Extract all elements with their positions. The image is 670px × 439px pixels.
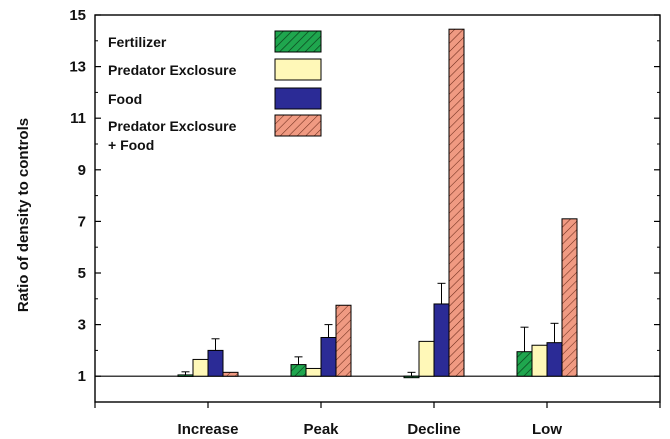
legend-label: Predator Exclosure xyxy=(108,62,237,78)
legend-swatch xyxy=(274,114,322,137)
bars xyxy=(177,28,578,379)
bar xyxy=(290,364,307,377)
y-tick-label: 15 xyxy=(69,7,86,24)
y-tick-label: 3 xyxy=(78,317,86,334)
bar xyxy=(516,351,533,377)
bar xyxy=(546,342,563,377)
legend-label: + Food xyxy=(108,137,154,153)
bar xyxy=(335,304,352,377)
legend-label: Fertilizer xyxy=(108,34,167,50)
legend-label: Food xyxy=(108,91,142,107)
y-tick-label: 13 xyxy=(69,59,86,76)
bar xyxy=(448,28,465,377)
bar xyxy=(561,218,578,377)
plot-frame xyxy=(94,14,661,403)
y-tick-label: 5 xyxy=(78,265,86,282)
y-axis-title: Ratio of density to controls xyxy=(15,118,32,312)
y-tick-label: 11 xyxy=(70,110,86,127)
legend-swatch xyxy=(274,58,322,81)
y-tick-label: 9 xyxy=(78,162,86,179)
bar xyxy=(433,303,450,377)
x-category-label: Peak xyxy=(303,421,339,438)
y-tick-label: 1 xyxy=(78,368,86,385)
x-axis: Increase Peak Decline Low xyxy=(94,402,661,438)
bar xyxy=(531,344,548,377)
bar xyxy=(320,337,337,377)
bar xyxy=(305,367,322,377)
legend-swatch xyxy=(274,30,322,53)
bar xyxy=(207,349,224,377)
bar xyxy=(192,358,209,377)
bar xyxy=(403,375,420,379)
x-category-label: Decline xyxy=(407,421,460,438)
x-category-label: Increase xyxy=(178,421,239,438)
legend: Fertilizer Predator Exclosure Food Predator… xyxy=(108,30,322,153)
legend-swatch xyxy=(274,87,322,110)
bar xyxy=(177,374,194,377)
y-tick-label: 7 xyxy=(78,213,86,230)
bar xyxy=(418,340,435,377)
legend-label: Predator Exclosure xyxy=(108,118,237,134)
bar xyxy=(222,371,239,377)
x-category-label: Low xyxy=(532,421,562,438)
